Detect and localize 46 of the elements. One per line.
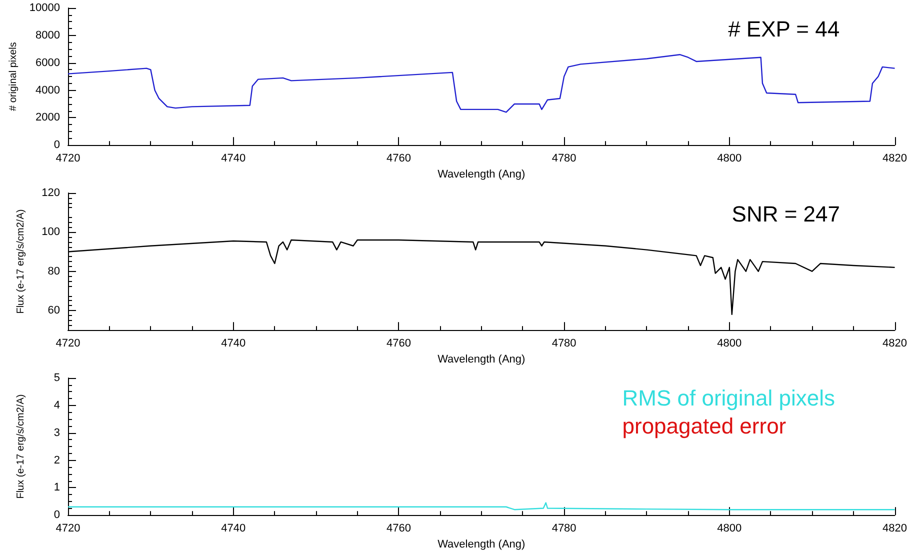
x-tick-label: 4720 bbox=[56, 338, 80, 350]
line-series bbox=[67, 54, 896, 113]
x-tick-label: 4820 bbox=[882, 338, 908, 350]
x-tick-label: 4760 bbox=[386, 522, 411, 535]
x-tick-label: 4820 bbox=[882, 522, 908, 535]
y-axis-title: # original pixels bbox=[8, 42, 20, 112]
x-tick-label: 4740 bbox=[221, 152, 246, 165]
x-tick-label: 4760 bbox=[386, 152, 411, 165]
x-tick-label: 4760 bbox=[386, 338, 411, 350]
text: RMS of original pixels bbox=[622, 386, 835, 410]
x-tick-label: 4740 bbox=[221, 338, 246, 350]
x-tick-label: 4780 bbox=[552, 522, 576, 535]
y-tick-label: 80 bbox=[48, 265, 60, 278]
y-tick-label: 2000 bbox=[36, 112, 60, 124]
x-tick-label: 4720 bbox=[56, 152, 80, 165]
annotation: # EXP = 44 bbox=[728, 16, 840, 42]
x-tick-label: 4800 bbox=[717, 152, 742, 165]
y-tick-label: 4 bbox=[54, 399, 60, 412]
y-tick-label: 5 bbox=[54, 372, 60, 384]
x-tick-label: 4800 bbox=[717, 338, 742, 350]
annotation: SNR = 247 bbox=[732, 202, 840, 226]
y-tick-label: 10000 bbox=[29, 2, 60, 14]
y-tick-label: 3 bbox=[54, 426, 60, 439]
x-tick-label: 4820 bbox=[882, 152, 908, 165]
y-tick-label: 8000 bbox=[36, 29, 60, 42]
x-tick-label: 4780 bbox=[552, 152, 576, 165]
y-tick-label: 120 bbox=[42, 187, 60, 199]
x-axis-title: Wavelength (Ang) bbox=[438, 354, 526, 366]
y-tick-label: 100 bbox=[42, 226, 60, 238]
x-tick-label: 4740 bbox=[221, 522, 246, 535]
y-tick-label: 4000 bbox=[36, 84, 60, 96]
x-axis-title: Wavelength (Ang) bbox=[438, 538, 526, 550]
y-tick-label: 2 bbox=[54, 454, 60, 466]
x-axis-title: Wavelength (Ang) bbox=[438, 168, 526, 180]
y-tick-label: 1 bbox=[54, 482, 60, 494]
line-series bbox=[67, 502, 896, 510]
x-tick-label: 4720 bbox=[56, 522, 80, 535]
y-tick-label: 60 bbox=[48, 304, 60, 317]
y-axis-title: Flux (e-17 erg/s/cm2/A) bbox=[16, 394, 26, 499]
legend-label: propagated error bbox=[622, 414, 786, 438]
y-axis-title: Flux (e-17 erg/s/cm2/A) bbox=[16, 209, 26, 314]
x-tick-label: 4780 bbox=[552, 338, 576, 350]
y-tick-label: 6000 bbox=[36, 56, 60, 69]
y-tick-label: 0 bbox=[54, 139, 60, 152]
y-tick-label: 0 bbox=[54, 509, 60, 522]
x-tick-label: 4800 bbox=[717, 522, 742, 535]
